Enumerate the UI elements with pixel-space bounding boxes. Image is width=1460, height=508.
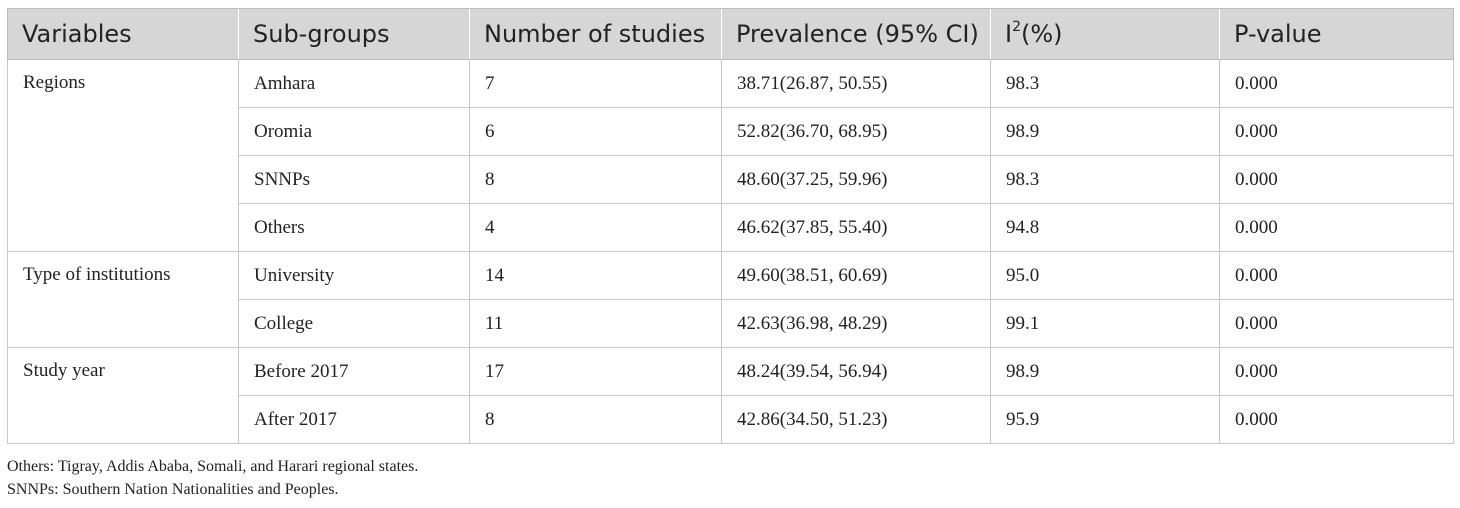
p-value-cell: 0.000 [1219, 395, 1454, 444]
header-row: Variables Sub-groups Number of studies P… [7, 8, 1454, 60]
p-value-cell: 0.000 [1219, 155, 1454, 204]
header-p-value: P-value [1219, 8, 1454, 60]
studies-cell: 8 [469, 395, 722, 444]
i2-cell: 95.0 [990, 251, 1220, 300]
studies-cell: 11 [469, 299, 722, 348]
p-value-cell: 0.000 [1219, 347, 1454, 396]
p-value-cell: 0.000 [1219, 203, 1454, 252]
table-row: Study year Before 2017 17 48.24(39.54, 5… [7, 347, 1454, 444]
subgroup-cell: Others [238, 203, 470, 252]
i2-base: I [1005, 20, 1013, 48]
header-number-of-studies: Number of studies [469, 8, 722, 60]
subgroup-cell: SNNPs [238, 155, 470, 204]
table-row: Oromia 6 52.82(36.70, 68.95) 98.9 0.000 [8, 107, 1454, 156]
i2-superscript: 2 [1012, 19, 1021, 35]
header-variables: Variables [7, 8, 239, 60]
studies-cell: 4 [469, 203, 722, 252]
header-subgroups: Sub-groups [238, 8, 470, 60]
subgroup-cell: Oromia [238, 107, 470, 156]
table-footnotes: Others: Tigray, Addis Ababa, Somali, and… [7, 455, 418, 501]
prevalence-cell: 42.86(34.50, 51.23) [721, 395, 991, 444]
header-i-squared: I2(%) [990, 8, 1220, 60]
p-value-cell: 0.000 [1219, 299, 1454, 348]
table-row: Regions Amhara 7 38.71(26.87, 50.55) 98.… [7, 59, 1454, 252]
i2-suffix: (%) [1021, 20, 1063, 48]
subgroup-table-container: Variables Sub-groups Number of studies P… [7, 8, 1454, 444]
studies-cell: 8 [469, 155, 722, 204]
studies-cell: 6 [469, 107, 722, 156]
i2-cell: 98.9 [990, 107, 1220, 156]
prevalence-cell: 38.71(26.87, 50.55) [721, 59, 991, 108]
prevalence-cell: 48.24(39.54, 56.94) [721, 347, 991, 396]
prevalence-cell: 48.60(37.25, 59.96) [721, 155, 991, 204]
i2-cell: 94.8 [990, 203, 1220, 252]
variable-cell: Type of institutions [7, 251, 239, 348]
prevalence-cell: 42.63(36.98, 48.29) [721, 299, 991, 348]
studies-cell: 17 [469, 347, 722, 396]
table-row: After 2017 8 42.86(34.50, 51.23) 95.9 0.… [8, 395, 1454, 444]
subgroup-cell: Before 2017 [238, 347, 470, 396]
p-value-cell: 0.000 [1219, 107, 1454, 156]
variable-cell: Regions [7, 59, 239, 252]
subgroup-analysis-table: Variables Sub-groups Number of studies P… [7, 8, 1454, 444]
table-row: SNNPs 8 48.60(37.25, 59.96) 98.3 0.000 [8, 155, 1454, 204]
p-value-cell: 0.000 [1219, 251, 1454, 300]
prevalence-cell: 46.62(37.85, 55.40) [721, 203, 991, 252]
subgroup-cell: College [238, 299, 470, 348]
footnote-snnps: SNNPs: Southern Nation Nationalities and… [7, 481, 339, 498]
subgroup-cell: After 2017 [238, 395, 470, 444]
header-prevalence: Prevalence (95% CI) [721, 8, 991, 60]
variable-cell: Study year [7, 347, 239, 444]
studies-cell: 7 [469, 59, 722, 108]
prevalence-cell: 52.82(36.70, 68.95) [721, 107, 991, 156]
i2-cell: 98.9 [990, 347, 1220, 396]
subgroup-cell: Amhara [238, 59, 470, 108]
table-row: Others 4 46.62(37.85, 55.40) 94.8 0.000 [8, 203, 1454, 252]
subgroup-cell: University [238, 251, 470, 300]
studies-cell: 14 [469, 251, 722, 300]
i2-cell: 95.9 [990, 395, 1220, 444]
p-value-cell: 0.000 [1219, 59, 1454, 108]
table-row: College 11 42.63(36.98, 48.29) 99.1 0.00… [8, 299, 1454, 348]
i2-cell: 99.1 [990, 299, 1220, 348]
table-row: Type of institutions University 14 49.60… [7, 251, 1454, 348]
prevalence-cell: 49.60(38.51, 60.69) [721, 251, 991, 300]
footnote-others: Others: Tigray, Addis Ababa, Somali, and… [7, 458, 419, 475]
i2-cell: 98.3 [990, 59, 1220, 108]
i2-cell: 98.3 [990, 155, 1220, 204]
